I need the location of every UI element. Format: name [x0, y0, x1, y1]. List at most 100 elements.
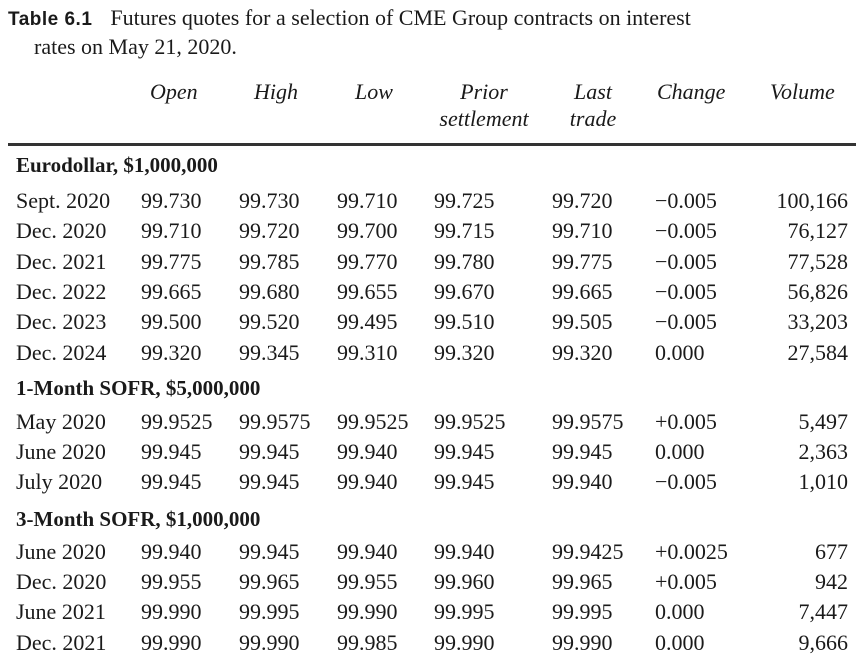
cell-label: Sept. 2020 [16, 188, 111, 213]
cell-prior: 99.715 [434, 218, 495, 243]
cell-low: 99.655 [337, 279, 398, 304]
table-row: Sept. 2020 99.730 99.730 99.710 99.725 99.720… [0, 186, 861, 216]
cell-last: 99.320 [552, 340, 613, 365]
col-header-prior-line2: settlement [439, 106, 529, 131]
cell-prior: 99.945 [434, 439, 495, 464]
cell-high: 99.785 [239, 249, 300, 274]
cell-change: −0.005 [655, 218, 717, 243]
cell-open: 99.990 [141, 599, 202, 624]
cell-change: −0.005 [655, 279, 717, 304]
table-row: July 2020 99.945 99.945 99.940 99.945 99.940 −… [0, 467, 861, 497]
cell-volume: 77,528 [787, 249, 849, 274]
cell-low: 99.710 [337, 188, 398, 213]
cell-prior: 99.725 [434, 188, 495, 213]
cell-volume: 2,363 [798, 439, 849, 464]
table-row: Dec. 2021 99.990 99.990 99.985 99.990 99.990 0… [0, 628, 861, 658]
cell-prior: 99.940 [434, 539, 495, 564]
cell-change: −0.005 [655, 469, 717, 494]
cell-high: 99.945 [239, 469, 300, 494]
table-row: Dec. 2024 99.320 99.345 99.310 99.320 99.320 0… [0, 338, 861, 368]
cell-low: 99.940 [337, 469, 398, 494]
cell-high: 99.945 [239, 439, 300, 464]
cell-last: 99.945 [552, 439, 613, 464]
cell-high: 99.730 [239, 188, 300, 213]
cell-last: 99.720 [552, 188, 613, 213]
cell-change: 0.000 [655, 439, 705, 464]
cell-volume: 9,666 [798, 630, 849, 655]
cell-low: 99.700 [337, 218, 398, 243]
table-row: June 2020 99.945 99.945 99.940 99.945 99.945 0… [0, 437, 861, 467]
cell-change: +0.0025 [655, 539, 728, 564]
col-header-high: High [254, 79, 298, 104]
cell-volume: 76,127 [787, 218, 849, 243]
table-row: June 2021 99.990 99.995 99.990 99.995 99.995 0… [0, 597, 861, 627]
cell-last: 99.990 [552, 630, 613, 655]
cell-high: 99.520 [239, 309, 300, 334]
cell-low: 99.955 [337, 569, 398, 594]
cell-open: 99.955 [141, 569, 202, 594]
cell-change: +0.005 [655, 409, 717, 434]
cell-low: 99.940 [337, 439, 398, 464]
cell-label: Dec. 2023 [16, 309, 107, 334]
cell-last: 99.505 [552, 309, 613, 334]
col-header-last-trade: Last trade [562, 78, 624, 132]
table-row: Dec. 2022 99.665 99.680 99.655 99.670 99.665 −… [0, 277, 861, 307]
cell-volume: 942 [815, 569, 848, 594]
cell-high: 99.9575 [239, 409, 311, 434]
cell-open: 99.945 [141, 439, 202, 464]
section-title: Eurodollar, $1,000,000 [16, 153, 218, 177]
cell-change: 0.000 [655, 340, 705, 365]
cell-label: July 2020 [16, 469, 103, 494]
cell-last: 99.775 [552, 249, 613, 274]
cell-high: 99.995 [239, 599, 300, 624]
cell-low: 99.990 [337, 599, 398, 624]
caption-line-2: rates on May 21, 2020. [34, 34, 237, 59]
col-header-volume: Volume [770, 79, 835, 104]
column-headers: Open High Low Prior settlement Last trad… [0, 78, 861, 138]
col-header-last-line2: trade [569, 106, 617, 131]
cell-label: Dec. 2024 [16, 340, 107, 365]
table-row: Dec. 2023 99.500 99.520 99.495 99.510 99.505 −… [0, 307, 861, 337]
header-rule [8, 143, 856, 146]
table-number: Table 6.1 [8, 9, 93, 30]
cell-high: 99.720 [239, 218, 300, 243]
cell-high: 99.965 [239, 569, 300, 594]
cell-open: 99.665 [141, 279, 202, 304]
cell-prior: 99.995 [434, 599, 495, 624]
cell-change: −0.005 [655, 188, 717, 213]
col-header-prior-line1: Prior [460, 79, 508, 104]
cell-open: 99.775 [141, 249, 202, 274]
cell-high: 99.345 [239, 340, 300, 365]
cell-low: 99.9525 [337, 409, 409, 434]
section-title: 1-Month SOFR, $5,000,000 [16, 376, 261, 400]
cell-low: 99.310 [337, 340, 398, 365]
table-row: June 2020 99.940 99.945 99.940 99.940 99.9425… [0, 537, 861, 567]
cell-change: +0.005 [655, 569, 717, 594]
cell-last: 99.940 [552, 469, 613, 494]
cell-prior: 99.990 [434, 630, 495, 655]
cell-change: 0.000 [655, 599, 705, 624]
col-header-prior-settlement: Prior settlement [434, 78, 534, 132]
cell-label: Dec. 2020 [16, 218, 107, 243]
cell-open: 99.730 [141, 188, 202, 213]
cell-open: 99.940 [141, 539, 202, 564]
table-row: Dec. 2021 99.775 99.785 99.770 99.780 99.775 −… [0, 247, 861, 277]
cell-open: 99.9525 [141, 409, 213, 434]
cell-last: 99.965 [552, 569, 613, 594]
cell-label: June 2020 [16, 439, 106, 464]
cell-volume: 1,010 [798, 469, 849, 494]
cell-change: −0.005 [655, 309, 717, 334]
cell-open: 99.500 [141, 309, 202, 334]
cell-high: 99.990 [239, 630, 300, 655]
cell-volume: 5,497 [798, 409, 849, 434]
cell-open: 99.320 [141, 340, 202, 365]
cell-label: Dec. 2020 [16, 569, 107, 594]
cell-change: 0.000 [655, 630, 705, 655]
cell-low: 99.985 [337, 630, 398, 655]
cell-low: 99.940 [337, 539, 398, 564]
section-title: 3-Month SOFR, $1,000,000 [16, 507, 261, 531]
col-header-low: Low [355, 79, 393, 104]
cell-open: 99.710 [141, 218, 202, 243]
cell-prior: 99.960 [434, 569, 495, 594]
cell-prior: 99.670 [434, 279, 495, 304]
